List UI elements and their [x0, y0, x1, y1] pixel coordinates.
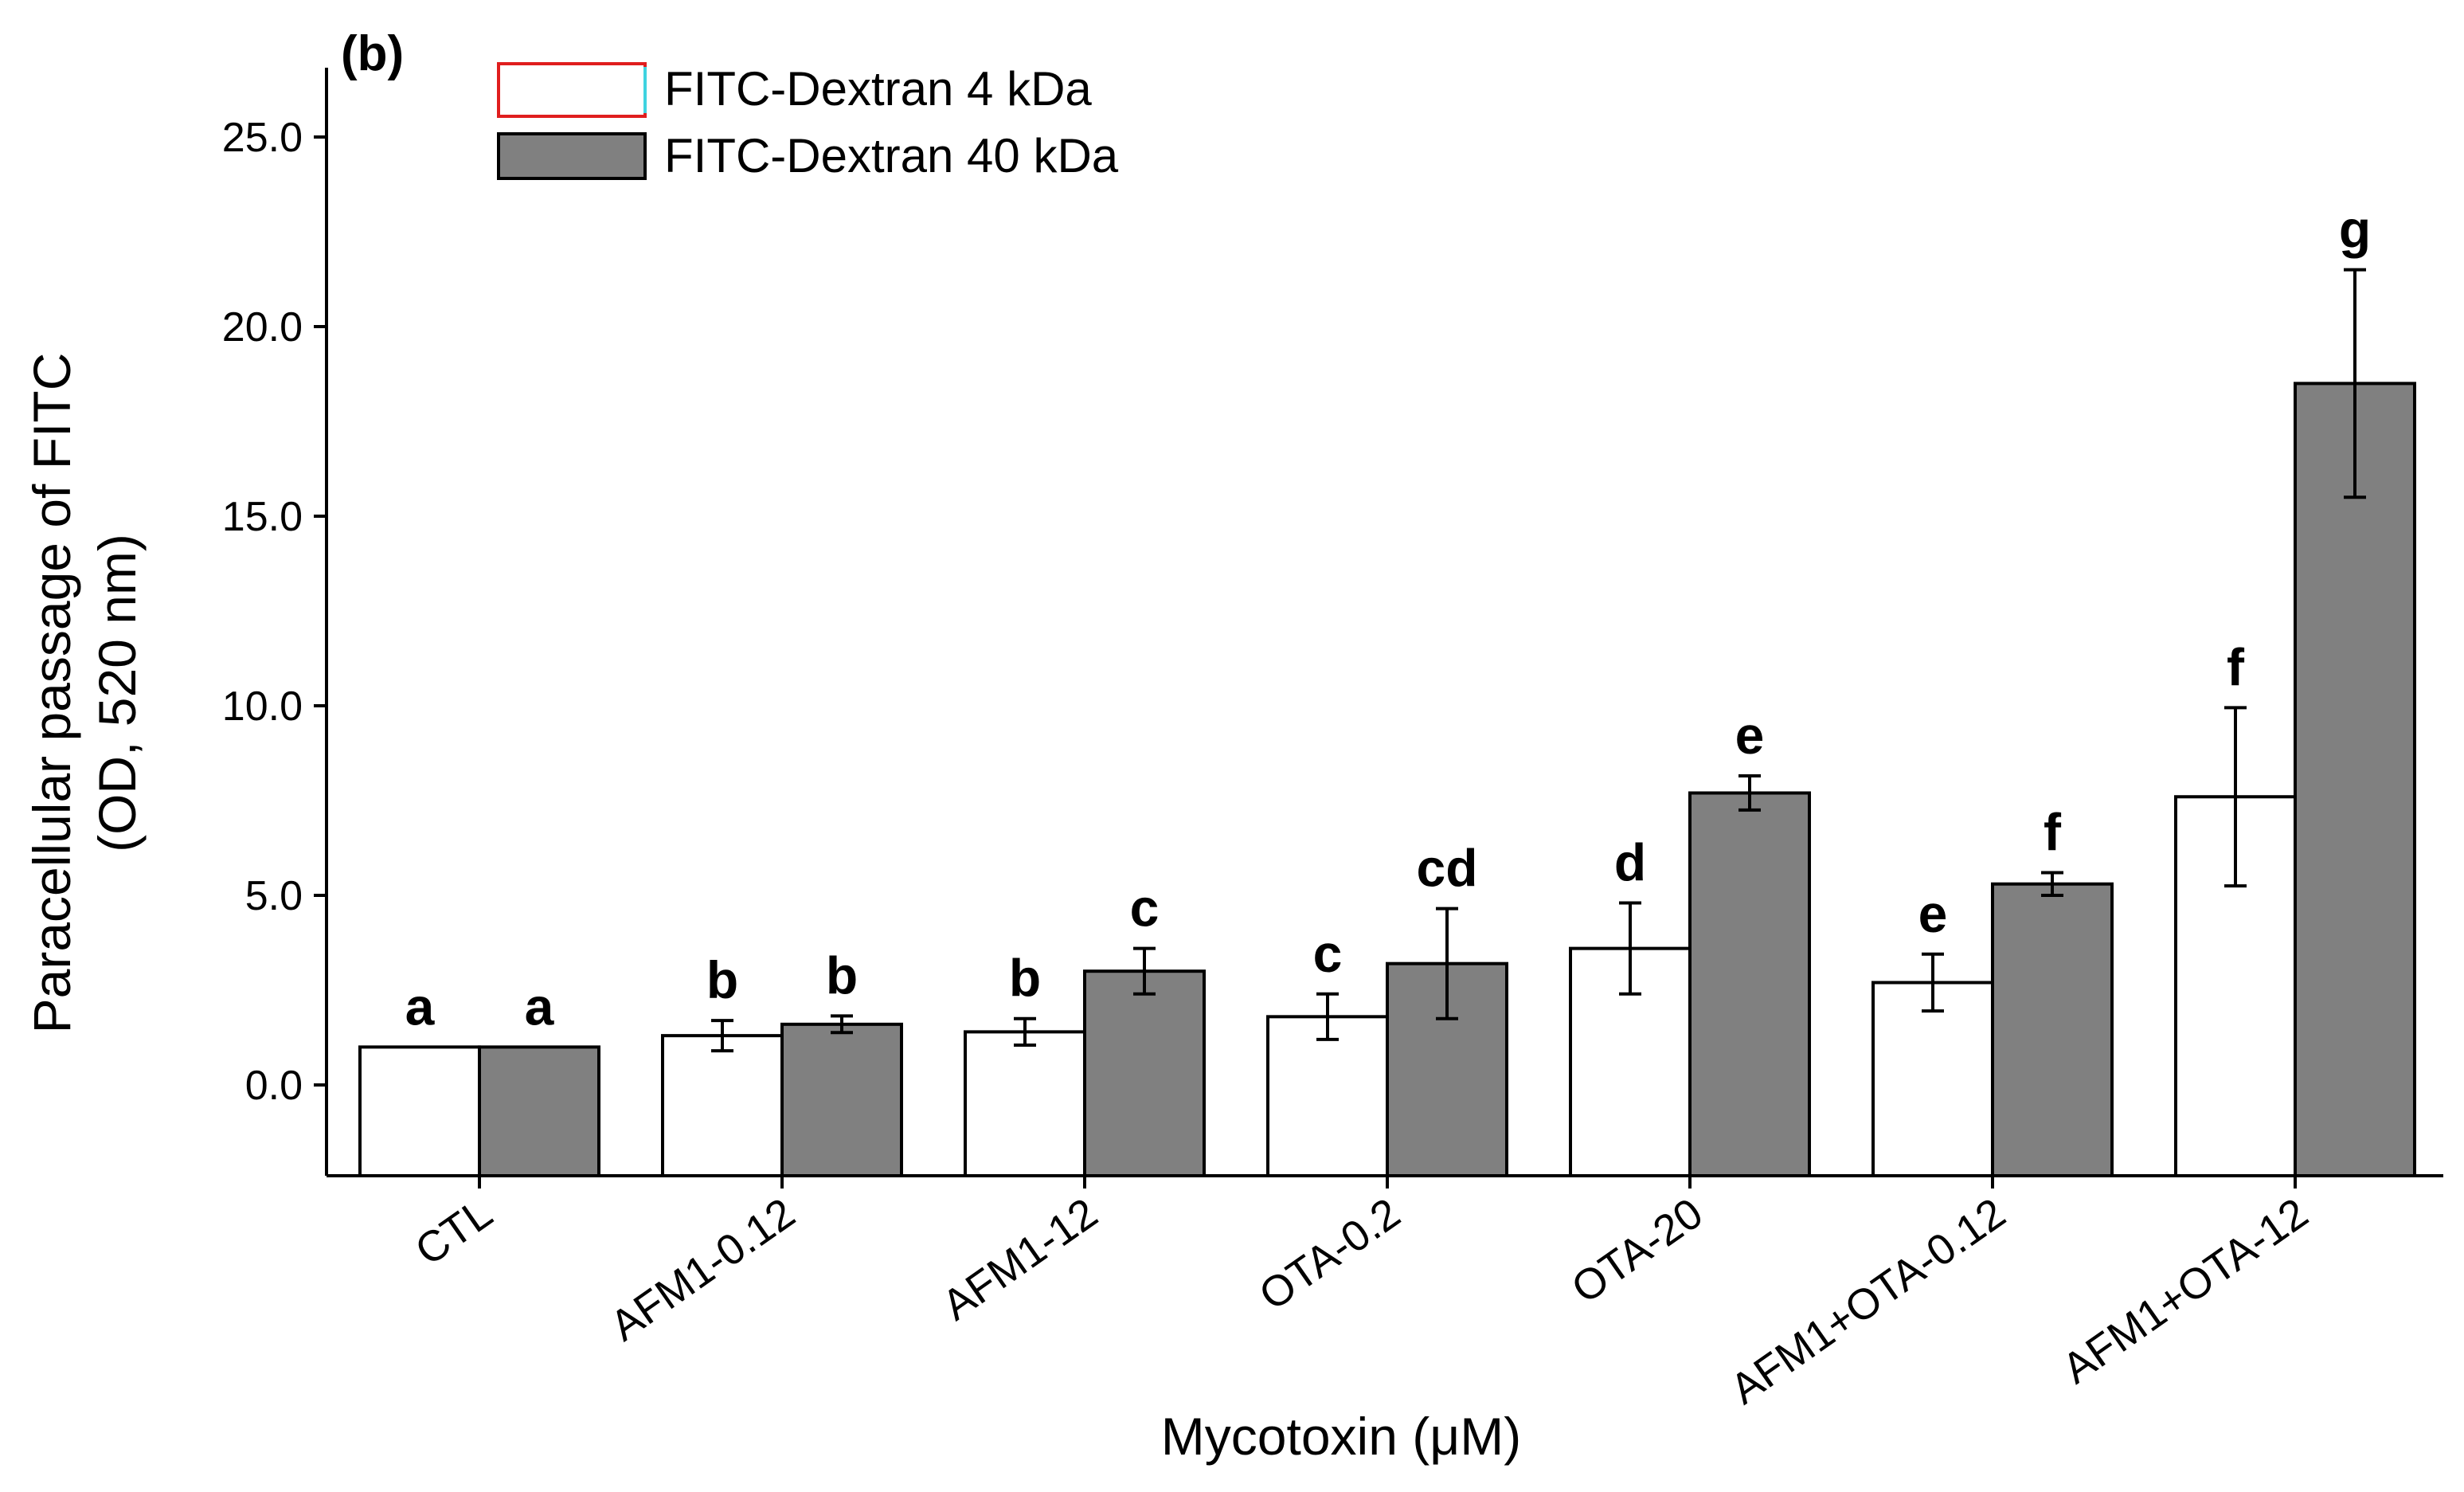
x-tick-label-2: AFM1-12	[934, 1189, 1106, 1330]
legend-label-40kda: FITC-Dextran 40 kDa	[664, 129, 1119, 182]
error-bar-4kda-6	[2224, 706, 2247, 888]
legend: FITC-Dextran 4 kDa FITC-Dextran 40 kDa	[497, 62, 1119, 182]
significance-letter-4kda-6: f	[2227, 637, 2245, 696]
error-bar-4kda-2	[1014, 1016, 1036, 1048]
panel-label: (b)	[341, 26, 404, 81]
significance-letter-4kda-0: a	[405, 977, 436, 1036]
significance-letter-4kda-3: c	[1313, 924, 1343, 983]
y-tick-label-0: 0.0	[245, 1063, 303, 1109]
bar-4kda-2	[964, 1030, 1086, 1177]
error-bar-4kda-3	[1316, 992, 1339, 1041]
significance-letter-40kda-2: c	[1130, 879, 1160, 938]
x-tick-label-5: AFM1+OTA-0.12	[1722, 1189, 2014, 1414]
x-tick-label-1: AFM1-0.12	[602, 1189, 804, 1350]
y-tick-label-5: 25.0	[222, 115, 303, 161]
y-tick-label-4: 20.0	[222, 304, 303, 350]
y-axis-title-line2: (OD, 520 nm)	[88, 534, 147, 852]
significance-letter-4kda-2: b	[1009, 949, 1041, 1008]
significance-letter-4kda-4: d	[1614, 833, 1646, 892]
bars-layer	[358, 382, 2416, 1178]
significance-letter-40kda-3: cd	[1416, 839, 1477, 898]
error-bar-40kda-4	[1738, 774, 1761, 812]
bar-40kda-5	[1991, 882, 2114, 1177]
error-bar-40kda-5	[2041, 871, 2063, 897]
error-bar-4kda-1	[711, 1019, 733, 1053]
y-ticks-layer: 0.0 5.0 10.0 15.0 20.0 25.0	[222, 115, 327, 1109]
significance-letter-4kda-1: b	[706, 950, 738, 1009]
error-bars-layer	[711, 268, 2366, 1053]
legend-swatch-4kda	[497, 62, 647, 118]
significance-letter-40kda-6: g	[2339, 200, 2371, 259]
x-tick-label-4: OTA-20	[1563, 1189, 1711, 1313]
bar-40kda-6	[2294, 382, 2416, 1177]
bar-4kda-3	[1266, 1015, 1389, 1177]
y-axis-title-line1: Paracellular passage of FITC	[22, 353, 81, 1034]
significance-letter-40kda-0: a	[525, 977, 555, 1036]
y-tick-label-3: 15.0	[222, 494, 303, 540]
bar-40kda-4	[1688, 791, 1811, 1177]
significance-letter-40kda-1: b	[826, 946, 858, 1004]
x-tick-label-6: AFM1+OTA-12	[2054, 1189, 2317, 1393]
significance-letters-layer: a a b b b c c cd d e e f f g	[405, 200, 2372, 1036]
error-bar-4kda-4	[1619, 901, 1641, 996]
legend-swatch-40kda	[497, 132, 647, 180]
error-bar-40kda-2	[1133, 946, 1156, 996]
significance-letter-4kda-5: e	[1918, 884, 1948, 943]
y-tick-label-2: 10.0	[222, 683, 303, 730]
bar-4kda-1	[661, 1034, 784, 1177]
error-bar-40kda-3	[1436, 907, 1458, 1020]
legend-label-4kda: FITC-Dextran 4 kDa	[664, 62, 1092, 116]
bar-40kda-1	[780, 1022, 903, 1177]
x-tick-label-0: CTL	[407, 1189, 501, 1275]
bar-40kda-2	[1083, 969, 1206, 1177]
error-bar-40kda-1	[831, 1014, 853, 1035]
x-tick-label-3: OTA-0.2	[1251, 1189, 1409, 1320]
significance-letter-40kda-5: f	[2044, 802, 2062, 861]
bar-4kda-0	[358, 1045, 481, 1178]
bar-40kda-0	[478, 1045, 600, 1178]
y-tick-label-1: 5.0	[245, 873, 303, 919]
error-bar-4kda-5	[1922, 952, 1944, 1013]
significance-letter-40kda-4: e	[1735, 706, 1765, 765]
x-axis-title: Mycotoxin (μM)	[1161, 1407, 1521, 1466]
axes-layer	[325, 68, 2443, 1177]
error-bar-40kda-6	[2344, 268, 2366, 499]
x-ticks-layer: CTL AFM1-0.12 AFM1-12 OTA-0.2 OTA-20 AFM1+OTA…	[407, 1176, 2317, 1413]
